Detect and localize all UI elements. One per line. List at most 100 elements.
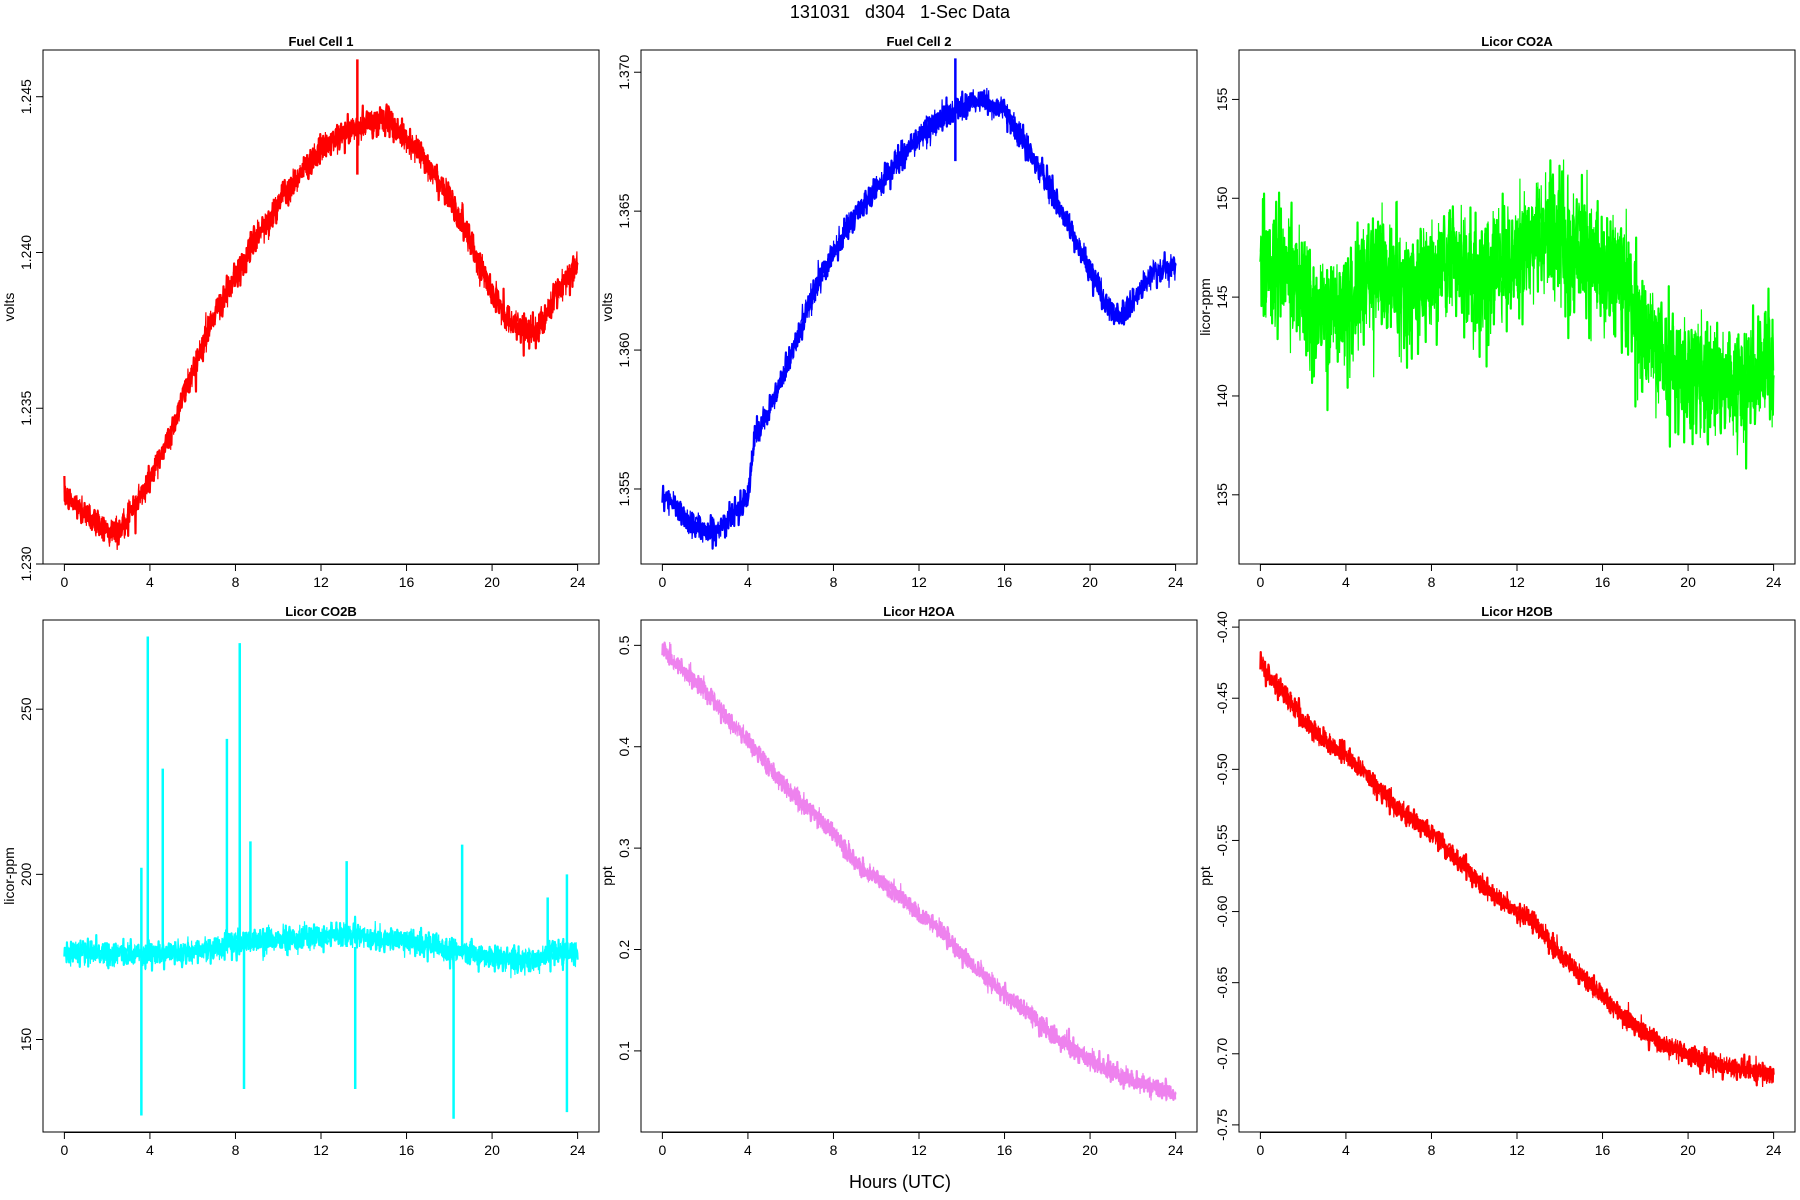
figure-x-axis-label: Hours (UTC) [849, 1172, 951, 1192]
y-tick-label: 155 [1214, 88, 1230, 112]
x-tick-label: 24 [1766, 1142, 1782, 1158]
x-tick-label: 24 [570, 1142, 586, 1158]
panel-1: Fuel Cell 1 volts 0 4 8 12 16 20 24 1.230 1.235 1.2… [1, 34, 600, 590]
series-line-noise [1259, 656, 1775, 1088]
x-tick-label: 8 [232, 574, 240, 590]
y-axis-label: licor-ppm [1197, 278, 1213, 336]
y-axis-label: volts [1, 293, 17, 322]
y-tick-label: 1.355 [616, 471, 632, 506]
x-tick-label: 4 [146, 1142, 154, 1158]
x-tick-label: 24 [1766, 574, 1782, 590]
panel-title: Fuel Cell 2 [886, 34, 951, 49]
panel-4: Licor CO2B licor-ppm 0 4 8 12 16 20 24 150 200 250 [1, 604, 600, 1158]
x-tick-label: 20 [1082, 1142, 1098, 1158]
x-tick-label: 8 [830, 574, 838, 590]
x-tick-label: 12 [911, 1142, 927, 1158]
x-tick-label: 16 [1595, 1142, 1611, 1158]
x-tick-label: 20 [1680, 1142, 1696, 1158]
y-tick-label: -0.60 [1214, 895, 1230, 927]
x-tick-label: 24 [570, 574, 586, 590]
panel-title: Licor H2OB [1481, 604, 1553, 619]
x-tick-label: 8 [232, 1142, 240, 1158]
x-tick-label: 12 [313, 1142, 329, 1158]
x-tick-label: 0 [658, 1142, 666, 1158]
x-tick-label: 4 [744, 574, 752, 590]
panel-title: Licor H2OA [883, 604, 955, 619]
series-line-noise [1259, 159, 1775, 456]
y-tick-label: 1.230 [18, 546, 34, 581]
plot-frame [42, 49, 600, 565]
x-tick-label: 16 [997, 574, 1013, 590]
x-tick-label: 16 [399, 574, 415, 590]
y-tick-label: 150 [18, 1028, 34, 1052]
y-tick-label: -0.75 [1214, 1109, 1230, 1141]
x-tick-label: 16 [1595, 574, 1611, 590]
series-line-noise [63, 920, 579, 979]
x-tick-label: 12 [313, 574, 329, 590]
x-tick-label: 8 [1428, 574, 1436, 590]
series-line [661, 89, 1177, 550]
x-tick-label: 12 [1509, 574, 1525, 590]
figure-title: 131031 d304 1-Sec Data [789, 2, 1011, 22]
x-tick-label: 4 [146, 574, 154, 590]
x-tick-label: 20 [484, 574, 500, 590]
y-tick-label: 0.4 [616, 737, 632, 757]
x-tick-label: 8 [830, 1142, 838, 1158]
panel-6: Licor H2OB ppt 0 4 8 12 16 20 24 -0.75 -0.70 -0.65 -… [1197, 604, 1796, 1158]
x-tick-label: 4 [1342, 1142, 1350, 1158]
y-tick-label: 150 [1214, 186, 1230, 210]
panel-5: Licor H2OA ppt 0 4 8 12 16 20 24 0.1 0.2 0.3 0.4 0.5 [599, 604, 1198, 1158]
panel-2: Fuel Cell 2 volts 0 4 8 12 16 20 24 1.355 1.360 1.3… [599, 34, 1198, 590]
y-tick-label: -0.50 [1214, 753, 1230, 785]
series-line-noise [64, 108, 579, 550]
x-tick-label: 12 [911, 574, 927, 590]
plot-frame [42, 619, 600, 1133]
x-tick-label: 0 [1256, 1142, 1264, 1158]
y-tick-label: -0.45 [1214, 682, 1230, 714]
y-tick-label: 200 [18, 862, 34, 886]
series-line [661, 641, 1177, 1101]
y-tick-label: -0.55 [1214, 824, 1230, 856]
x-tick-label: 16 [399, 1142, 415, 1158]
y-tick-label: 1.240 [18, 235, 34, 270]
y-tick-label: 1.245 [18, 79, 34, 114]
series-line-noise [662, 87, 1177, 547]
panel-title: Fuel Cell 1 [288, 34, 353, 49]
x-tick-label: 0 [60, 1142, 68, 1158]
series-line-noise [661, 642, 1177, 1102]
x-tick-label: 0 [658, 574, 666, 590]
y-tick-label: 1.235 [18, 391, 34, 426]
x-tick-label: 0 [60, 574, 68, 590]
y-tick-label: 0.2 [616, 940, 632, 960]
y-axis-label: ppt [1197, 866, 1213, 886]
x-tick-label: 24 [1168, 1142, 1184, 1158]
series-line [63, 103, 579, 546]
y-tick-label: 250 [18, 697, 34, 721]
x-tick-label: 20 [1680, 574, 1696, 590]
x-tick-label: 8 [1428, 1142, 1436, 1158]
y-tick-label: 135 [1214, 483, 1230, 507]
panel-3: Licor CO2A licor-ppm 0 4 8 12 16 20 24 135 140 145 1… [1197, 34, 1796, 590]
y-tick-label: 0.3 [616, 838, 632, 858]
y-axis-label: licor-ppm [1, 847, 17, 905]
y-tick-label: 1.370 [616, 55, 632, 90]
y-tick-label: -0.70 [1214, 1038, 1230, 1070]
panel-title: Licor CO2A [1481, 34, 1553, 49]
x-tick-label: 4 [744, 1142, 752, 1158]
x-tick-label: 4 [1342, 574, 1350, 590]
x-tick-label: 16 [997, 1142, 1013, 1158]
y-tick-label: 145 [1214, 285, 1230, 309]
y-tick-label: 0.5 [616, 635, 632, 655]
x-tick-label: 20 [1082, 574, 1098, 590]
y-tick-label: -0.65 [1214, 967, 1230, 999]
y-tick-label: -0.40 [1214, 611, 1230, 643]
y-axis-label: ppt [599, 866, 615, 886]
plot-frame [640, 619, 1198, 1133]
y-tick-label: 140 [1214, 384, 1230, 408]
y-tick-label: 0.1 [616, 1041, 632, 1061]
y-axis-label: volts [599, 293, 615, 322]
y-tick-label: 1.360 [616, 332, 632, 367]
panel-title: Licor CO2B [285, 604, 357, 619]
x-tick-label: 12 [1509, 1142, 1525, 1158]
